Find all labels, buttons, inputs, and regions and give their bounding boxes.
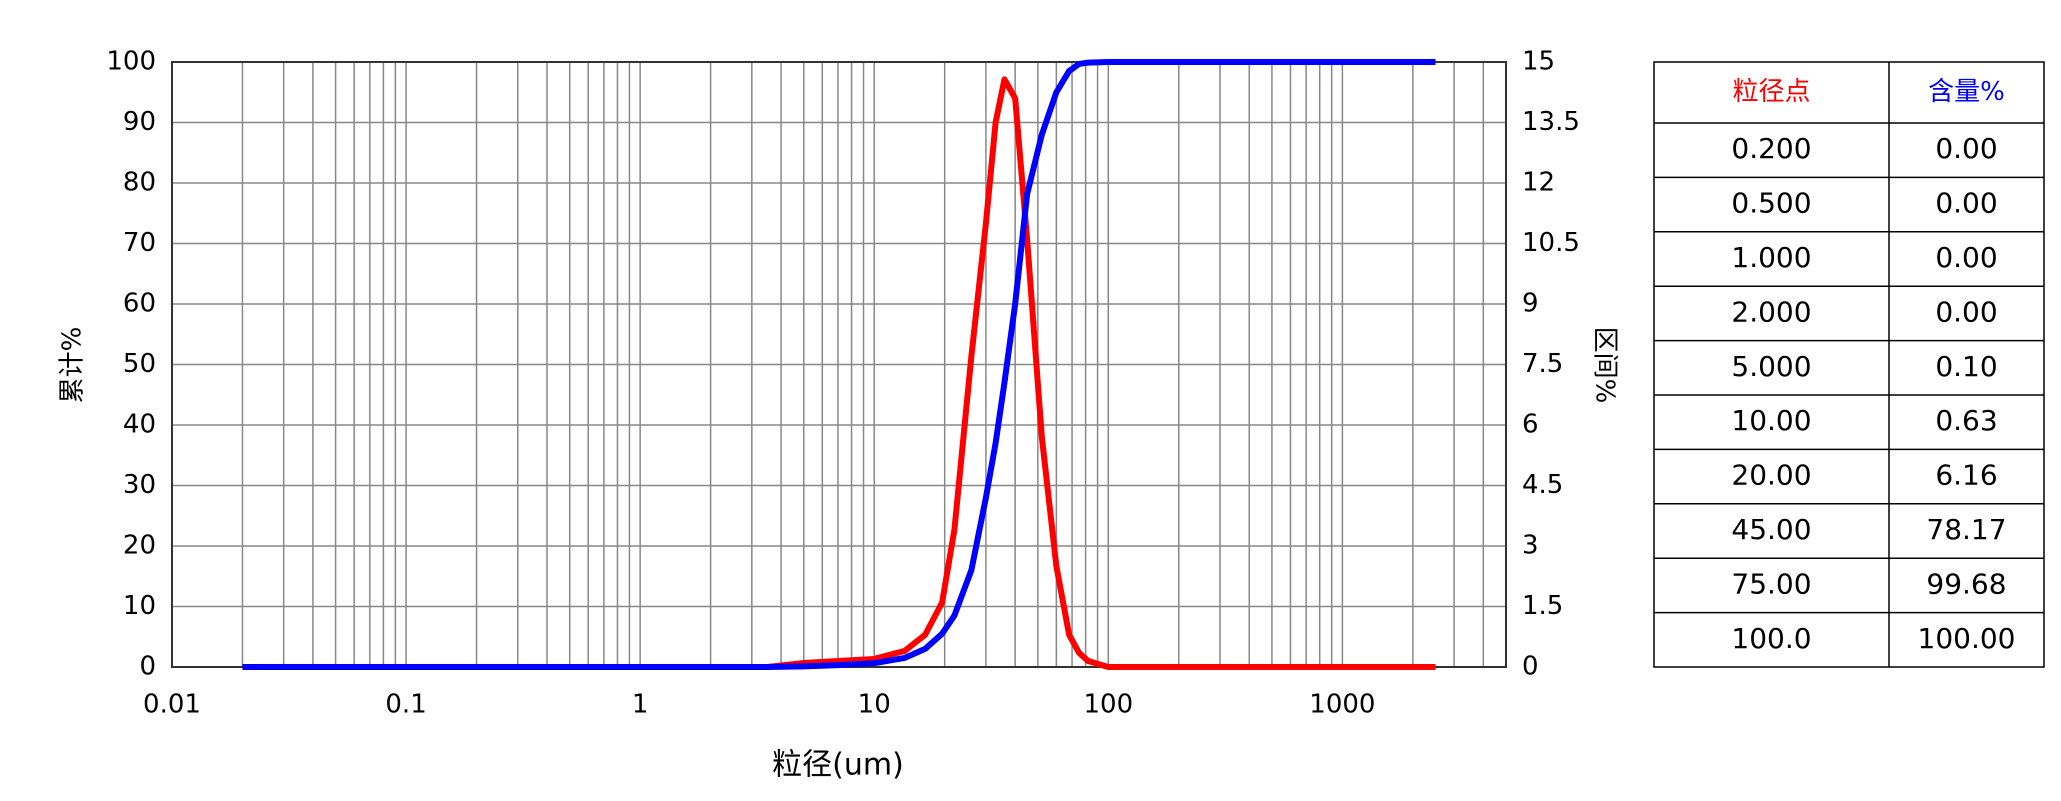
x-tick-label: 100 — [1083, 690, 1133, 720]
y-tick-label: 0 — [139, 652, 156, 682]
x-axis-label: 粒径(um) — [772, 748, 904, 783]
y2-tick-label: 3 — [1522, 531, 1539, 561]
table-cell: 0.200 — [1731, 132, 1811, 165]
table-cell: 100.00 — [1918, 622, 2016, 655]
table-cell: 78.17 — [1926, 513, 2006, 546]
table-cell: 0.00 — [1935, 187, 1997, 220]
y2-tick-label: 1.5 — [1522, 591, 1563, 621]
y-tick-label: 70 — [123, 228, 156, 258]
x-tick-label: 1000 — [1309, 690, 1375, 720]
table-cell: 10.00 — [1731, 404, 1811, 437]
y2-tick-label: 12 — [1522, 168, 1555, 198]
x-tick-label: 0.01 — [143, 690, 201, 720]
table-cell: 100.0 — [1731, 622, 1811, 655]
y2-tick-label: 0 — [1522, 652, 1539, 682]
table-cell: 5.000 — [1731, 350, 1811, 383]
table-cell: 20.00 — [1731, 459, 1811, 492]
table-cell: 6.16 — [1935, 459, 1997, 492]
table-header: 含量% — [1928, 77, 2005, 107]
table-cell: 0.10 — [1935, 350, 1997, 383]
table-cell: 99.68 — [1926, 567, 2006, 600]
table-cell: 75.00 — [1731, 567, 1811, 600]
table-cell: 0.63 — [1935, 404, 1997, 437]
y2-tick-label: 13.5 — [1522, 107, 1580, 137]
y-axis-label: 累计% — [58, 327, 88, 404]
y2-axis-label: 区间% — [1590, 327, 1620, 404]
x-tick-label: 10 — [858, 690, 891, 720]
series-line — [242, 59, 1436, 670]
y-tick-label: 90 — [123, 107, 156, 137]
table-border — [1653, 61, 2045, 668]
y-tick-label: 100 — [106, 47, 156, 77]
table-cell: 45.00 — [1731, 513, 1811, 546]
y2-tick-label: 4.5 — [1522, 470, 1563, 500]
y-tick-label: 50 — [123, 349, 156, 379]
y2-tick-label: 10.5 — [1522, 228, 1580, 258]
y-tick-label: 80 — [123, 168, 156, 198]
x-tick-label: 1 — [632, 690, 649, 720]
table-header: 粒径点 — [1732, 77, 1810, 107]
table-cell: 0.500 — [1731, 187, 1811, 220]
y2-tick-label: 9 — [1522, 289, 1539, 319]
table-cell: 0.00 — [1935, 295, 1997, 328]
x-tick-label: 0.1 — [385, 690, 426, 720]
y-tick-label: 20 — [123, 531, 156, 561]
table-cell: 0.00 — [1935, 132, 1997, 165]
table-cell: 0.00 — [1935, 241, 1997, 274]
y-tick-label: 10 — [123, 591, 156, 621]
y-tick-label: 60 — [123, 289, 156, 319]
y-tick-label: 40 — [123, 410, 156, 440]
table-cell: 2.000 — [1731, 295, 1811, 328]
y2-tick-label: 15 — [1522, 47, 1555, 77]
series-line — [242, 76, 1436, 670]
y-tick-label: 30 — [123, 470, 156, 500]
y2-tick-label: 7.5 — [1522, 349, 1563, 379]
y2-tick-label: 6 — [1522, 410, 1539, 440]
table-cell: 1.000 — [1731, 241, 1811, 274]
